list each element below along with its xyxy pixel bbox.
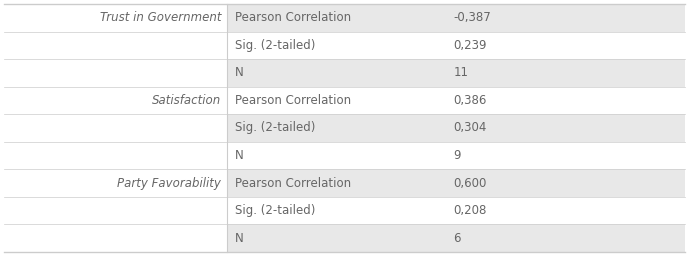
Text: Pearson Correlation: Pearson Correlation [236,11,351,24]
Bar [4,225,227,252]
Text: 11: 11 [453,66,469,79]
Bar [227,114,685,142]
Bar [4,169,227,197]
Bar [227,4,685,31]
Text: 0,208: 0,208 [453,204,487,217]
Text: 0,304: 0,304 [453,122,487,134]
Bar [4,87,227,114]
Text: Party Favorability: Party Favorability [118,177,221,190]
Text: Trust in Government: Trust in Government [100,11,221,24]
Text: 9: 9 [453,149,461,162]
Text: -0,387: -0,387 [453,11,491,24]
Bar [4,59,227,87]
Bar [227,87,685,114]
Bar [227,142,685,169]
Bar [4,114,227,142]
Bar [227,59,685,87]
Bar [4,142,227,169]
Bar [227,225,685,252]
Text: 0,600: 0,600 [453,177,487,190]
Text: N: N [236,66,244,79]
Text: 0,386: 0,386 [453,94,487,107]
Bar [227,197,685,225]
Text: Sig. (2-tailed): Sig. (2-tailed) [236,122,316,134]
Bar [4,31,227,59]
Text: 0,239: 0,239 [453,39,487,52]
Text: Satisfaction: Satisfaction [152,94,221,107]
Bar [4,197,227,225]
Text: 6: 6 [453,232,461,245]
Text: Pearson Correlation: Pearson Correlation [236,94,351,107]
Bar [227,169,685,197]
Text: N: N [236,149,244,162]
Bar [227,31,685,59]
Text: Pearson Correlation: Pearson Correlation [236,177,351,190]
Text: N: N [236,232,244,245]
Bar [4,4,227,31]
Text: Sig. (2-tailed): Sig. (2-tailed) [236,204,316,217]
Text: Sig. (2-tailed): Sig. (2-tailed) [236,39,316,52]
